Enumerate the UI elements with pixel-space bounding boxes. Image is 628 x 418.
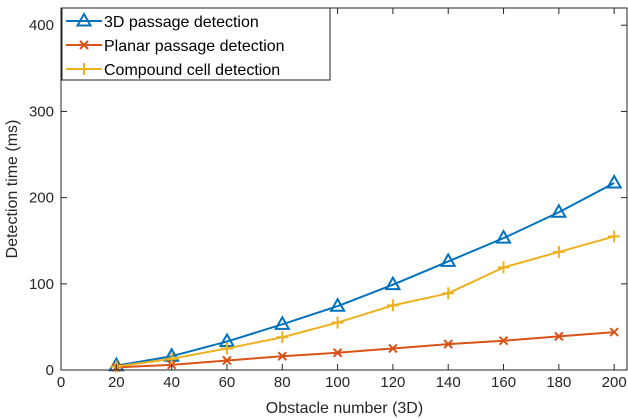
data-point-compound-cell-detection [220,342,233,355]
legend-marker-compound-cell [78,63,90,75]
data-point-planar-passage-detection [332,348,343,358]
legend-item-planar-passage: Planar passage detection [66,38,285,55]
x-axis-label: Obstacle number (3D) [266,400,423,417]
data-point-compound-cell-detection [331,316,344,329]
x-tick-label: 20 [108,374,125,391]
x-tick-label: 100 [325,374,350,391]
y-tick-label: 0 [46,362,54,379]
data-point-compound-cell-detection [276,331,289,344]
series-line-planar-passage-detection [116,331,615,369]
data-point-planar-passage-detection [443,339,453,349]
x-tick-label: 60 [219,374,236,391]
data-point-planar-passage-detection [277,351,287,361]
y-tick-label: 200 [29,190,54,207]
legend-marker-shape [78,63,90,75]
data-point-planar-passage-detection [498,335,509,346]
data-point-3d-passage-detection [384,275,402,291]
data-point-3d-passage-detection [274,315,291,330]
legend-marker-3d-passage [75,11,93,27]
x-tick-label: 0 [57,374,65,391]
data-point-3d-passage-detection [605,173,623,189]
y-tick-label: 400 [29,17,54,34]
data-point-compound-cell-detection [497,261,510,274]
y-tick-label: 100 [29,276,54,293]
data-point-compound-cell-detection [608,230,621,243]
x-tick-label: 120 [380,374,405,391]
plot-frame [60,7,628,371]
legend-label-3d-passage: 3D passage detection [104,14,259,31]
data-point-planar-passage-detection [222,355,232,366]
x-tick-label: 140 [436,374,461,391]
series-line-compound-cell-detection [116,235,615,368]
x-tick-label: 160 [491,374,516,391]
data-point-compound-cell-detection [552,245,565,258]
x-tick-label: 40 [163,374,180,391]
legend-box [61,7,331,81]
data-point-compound-cell-detection [442,287,455,300]
x-tick-label: 80 [274,374,291,391]
series-line-3d-passage-detection [116,182,615,367]
data-point-compound-cell-detection [165,352,178,365]
data-point-3d-passage-detection [329,297,346,312]
y-tick-label: 300 [29,103,54,120]
legend-label-compound-cell: Compound cell detection [104,62,280,79]
y-axis-label: Detection time (ms) [4,120,21,259]
data-point-3d-passage-detection [495,229,512,244]
data-point-planar-passage-detection [388,343,398,354]
x-tick-label: 180 [546,374,571,391]
legend-label-planar-passage: Planar passage detection [104,38,285,55]
legend-item-3d-passage: 3D passage detection [66,11,259,31]
data-point-3d-passage-detection [550,203,568,218]
x-tick-label: 200 [602,374,627,391]
data-point-planar-passage-detection [609,327,619,337]
data-point-3d-passage-detection [440,252,457,267]
legend-marker-shape [75,11,93,27]
plot-marks [108,173,623,373]
legend-marker-planar-passage [79,40,89,50]
data-point-planar-passage-detection [554,331,564,342]
legend-marker-shape [79,40,89,50]
legend-item-compound-cell: Compound cell detection [66,62,280,79]
data-point-compound-cell-detection [386,299,399,312]
tick-labels: 0 20 40 60 80 100 120 140 160 180 200 0 100 200 300 400 [29,17,627,391]
legend: 3D passage detection Planar passage dete… [61,7,331,81]
